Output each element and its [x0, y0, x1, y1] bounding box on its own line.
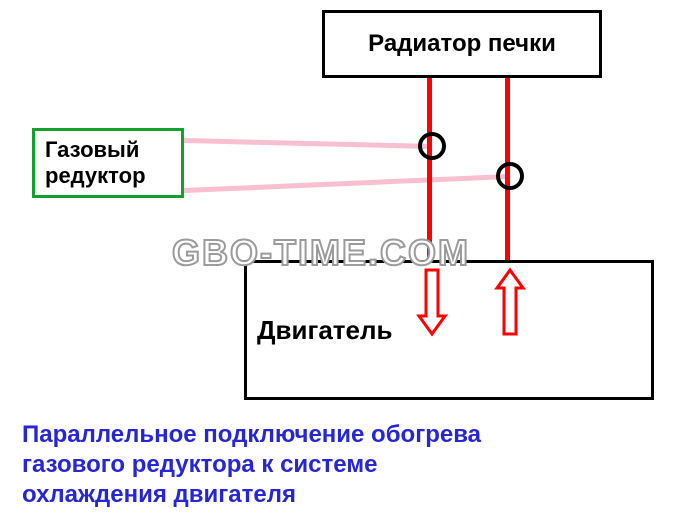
diagram-caption: Параллельное подключение обогрева газово…: [22, 420, 481, 510]
tee-connector-left: [418, 132, 446, 160]
tee-connector-right: [496, 162, 524, 190]
gas-reducer-label: Газовый редуктор: [45, 137, 146, 189]
outlet-arrow-icon: [493, 266, 527, 338]
pipe-reducer-top: [184, 138, 432, 149]
inlet-arrow-icon: [415, 266, 449, 338]
gas-reducer-box: Газовый редуктор: [32, 128, 184, 198]
engine-label: Двигатель: [257, 315, 392, 346]
caption-text: Параллельное подключение обогрева газово…: [22, 421, 481, 508]
engine-box: Двигатель: [244, 260, 654, 400]
radiator-box: Радиатор печки: [322, 10, 602, 78]
diagram-canvas: Радиатор печки Газовый редуктор Двигател…: [0, 0, 700, 525]
radiator-label: Радиатор печки: [368, 30, 556, 58]
pipe-reducer-bottom: [184, 174, 510, 193]
